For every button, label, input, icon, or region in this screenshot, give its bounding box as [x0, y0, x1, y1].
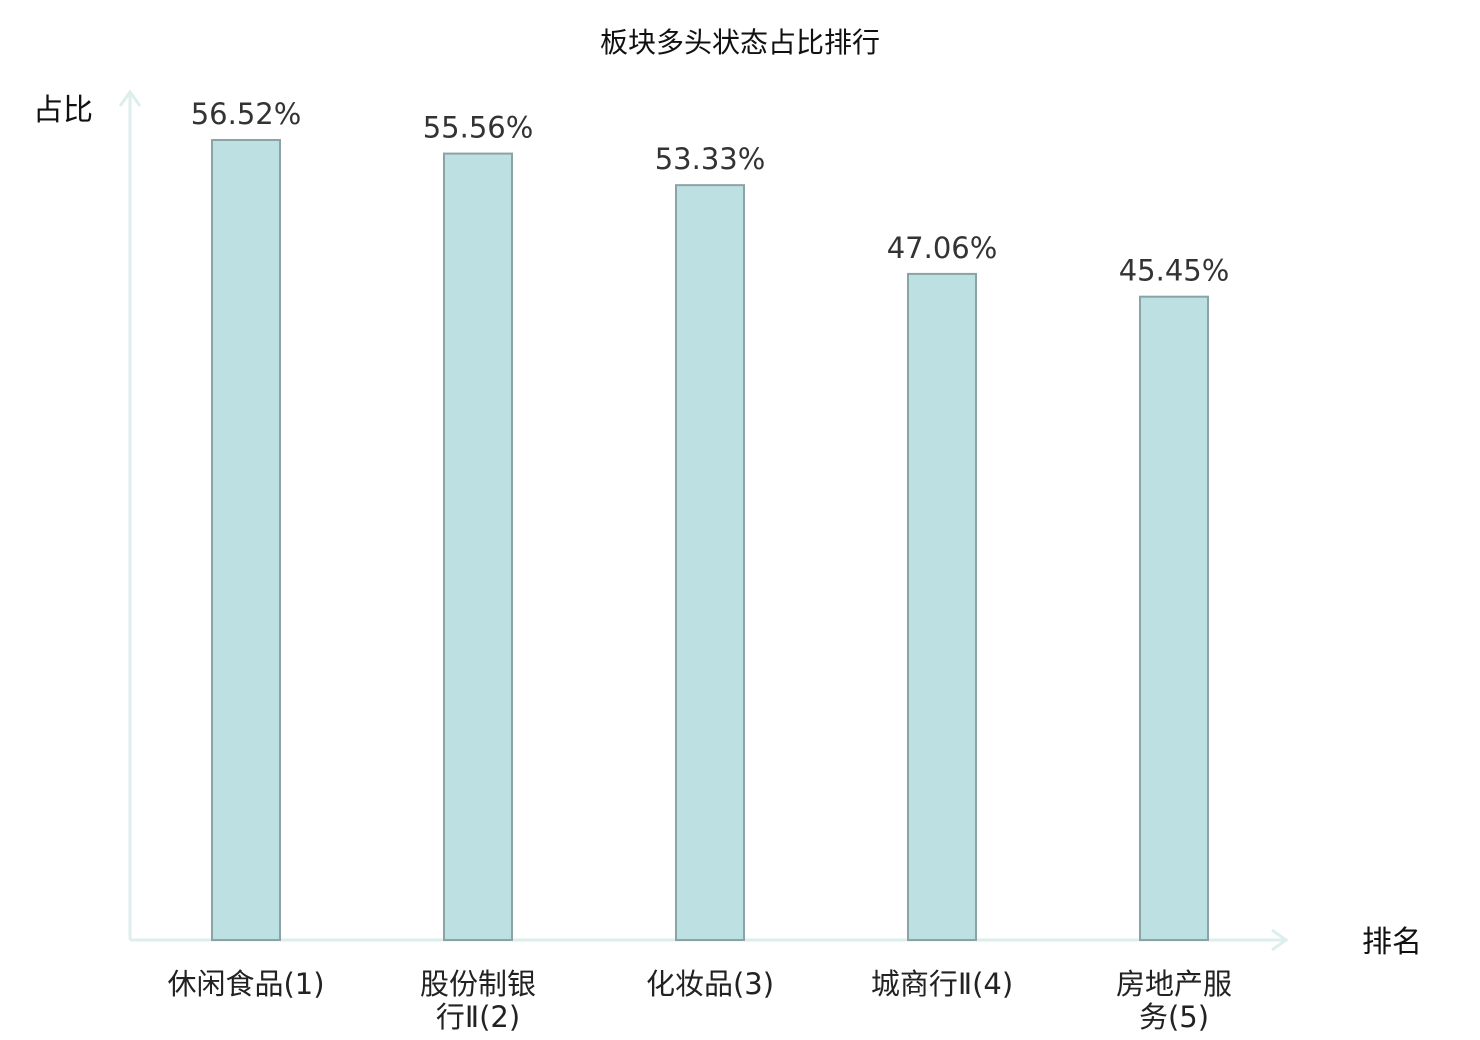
x-axis-arrow	[1271, 928, 1289, 952]
category-label-5-line-1: 房地产服	[1116, 967, 1232, 1001]
y-axis	[118, 89, 142, 940]
chart-title: 板块多头状态占比排行	[600, 26, 880, 59]
x-axis-title: 排名	[1362, 925, 1422, 960]
y-axis-arrow	[118, 89, 142, 107]
bar-4	[907, 272, 977, 942]
category-label-4: 城商行Ⅱ(4)	[871, 967, 1013, 1001]
category-label-1: 休闲食品(1)	[167, 967, 324, 1001]
value-label-4: 47.06%	[887, 231, 998, 265]
bar-5	[1139, 295, 1209, 941]
value-label-5: 45.45%	[1119, 254, 1230, 288]
category-label-3: 化妆品(3)	[646, 967, 774, 1001]
category-label-5-line-2: 务(5)	[1139, 1000, 1209, 1034]
y-axis-title: 占比	[33, 93, 93, 128]
bars-group	[211, 139, 1209, 942]
value-label-3: 53.33%	[655, 142, 766, 176]
bar-2	[443, 152, 513, 941]
bar-1	[211, 139, 281, 941]
value-label-1: 56.52%	[191, 97, 302, 131]
category-label-2-line-1: 股份制银	[420, 967, 536, 1001]
value-labels-group: 56.52% 55.56% 53.33% 47.06% 45.45%	[191, 97, 1230, 288]
bar-3	[675, 184, 745, 941]
category-label-2-line-2: 行Ⅱ(2)	[436, 1000, 520, 1034]
value-label-2: 55.56%	[423, 111, 534, 145]
